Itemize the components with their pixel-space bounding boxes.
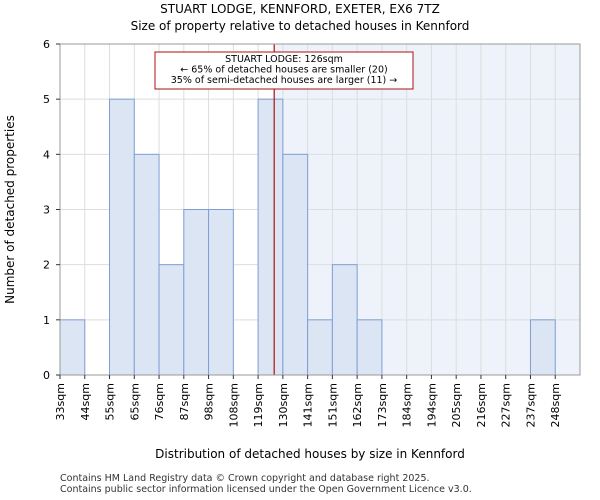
annotation-line-3: 35% of semi-detached houses are larger (…	[171, 75, 398, 86]
y-axis-label: Number of detached properties	[3, 115, 17, 304]
bar-162sqm	[356, 319, 383, 376]
chart-title: Size of property relative to detached ho…	[130, 19, 470, 33]
y-tick-label: 2	[43, 259, 50, 272]
annotation-frame	[154, 51, 414, 90]
x-tick-label: 55sqm	[104, 383, 117, 420]
footer-copyright: Contains HM Land Registry data © Crown c…	[60, 473, 430, 484]
chart-title-address: STUART LODGE, KENNFORD, EXETER, EX6 7TZ	[160, 2, 440, 16]
y-tick-label: 3	[43, 204, 50, 217]
x-tick-label: 119sqm	[252, 383, 265, 427]
x-tick-label: 76sqm	[153, 383, 166, 420]
bar-55sqm	[109, 98, 135, 376]
x-tick-label: 98sqm	[203, 383, 216, 420]
x-tick-label: 248sqm	[549, 383, 562, 427]
x-tick-label: 141sqm	[302, 383, 315, 427]
x-tick-label: 173sqm	[376, 383, 389, 427]
bar-76sqm	[158, 264, 185, 376]
x-tick-label: 151sqm	[326, 383, 339, 427]
footer-licence: Contains public sector information licen…	[60, 484, 472, 495]
y-tick-label: 4	[43, 148, 50, 161]
annotation-line-2: ← 65% of detached houses are smaller (20…	[180, 65, 387, 76]
x-tick-label: 33sqm	[54, 383, 67, 420]
bar-130sqm	[282, 153, 309, 376]
bar-87sqm	[183, 209, 210, 376]
x-axis-label: Distribution of detached houses by size …	[155, 447, 465, 461]
chart: 0 1 2 3 4 5 6 33sqm 44sqm 55sqm 65sqm 76sqm 87sqm 98…	[3, 38, 581, 461]
x-tick-label: 108sqm	[227, 383, 240, 427]
x-tick-label: 44sqm	[79, 383, 92, 420]
annotation-line-1: STUART LODGE: 126sqm	[225, 54, 343, 65]
x-tick-label: 87sqm	[178, 383, 191, 420]
x-tick-label: 194sqm	[425, 383, 438, 427]
bar-119sqm	[257, 98, 284, 376]
x-tick-label: 65sqm	[128, 383, 141, 420]
y-tick-label: 1	[43, 314, 50, 327]
x-tick-label: 130sqm	[277, 383, 290, 427]
y-tick-label: 6	[43, 38, 50, 51]
bar-151sqm	[331, 264, 358, 376]
bar-33sqm	[59, 319, 86, 376]
bar-237sqm	[529, 319, 556, 376]
x-tick-label: 237sqm	[524, 383, 537, 427]
x-tick-label: 162sqm	[351, 383, 364, 427]
bars	[59, 98, 556, 376]
x-tick-label: 184sqm	[401, 383, 414, 427]
x-tick-label: 216sqm	[475, 383, 488, 427]
bar-141sqm	[307, 319, 333, 376]
annotation-box: STUART LODGE: 126sqm ← 65% of detached h…	[154, 51, 414, 90]
x-tick-label: 205sqm	[450, 383, 463, 427]
y-tick-label: 0	[43, 369, 50, 382]
x-tick-label: 227sqm	[500, 383, 513, 427]
y-axis-ticks: 0 1 2 3 4 5 6	[43, 38, 60, 382]
bar-98sqm	[208, 209, 234, 376]
x-axis-ticks: 33sqm 44sqm 55sqm 65sqm 76sqm 87sqm 98sqm 108sq…	[54, 375, 562, 427]
y-tick-label: 5	[43, 93, 50, 106]
bar-65sqm	[133, 153, 160, 376]
